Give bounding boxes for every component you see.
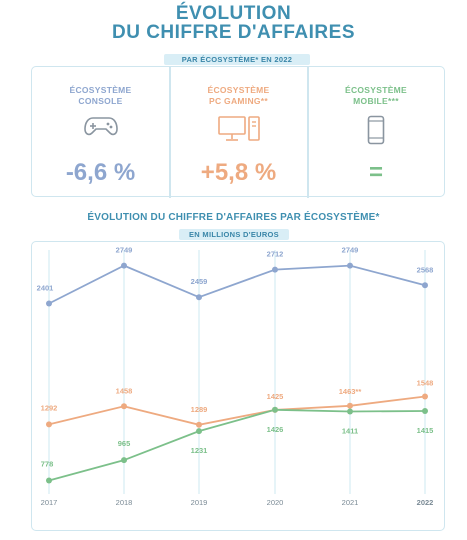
series-line-1 bbox=[48, 395, 426, 426]
data-label: 1292 bbox=[41, 403, 58, 412]
series-line-0 bbox=[48, 264, 426, 305]
kpi-console: ÉCOSYSTÈME CONSOLE -6,6 % bbox=[32, 67, 169, 198]
kpi-pc-value: +5,8 % bbox=[200, 159, 277, 186]
kpi-mobile-name: ÉCOSYSTÈME MOBILE*** bbox=[308, 85, 444, 107]
kpi-mobile-line2: MOBILE*** bbox=[353, 96, 399, 106]
data-label: 778 bbox=[41, 460, 54, 469]
data-label: 2749 bbox=[342, 246, 359, 255]
kpi-pc: ÉCOSYSTÈME PC GAMING** +5,8 % bbox=[170, 67, 307, 198]
data-point bbox=[347, 408, 353, 415]
data-point bbox=[422, 282, 428, 289]
data-point bbox=[347, 262, 353, 269]
gamepad-icon bbox=[83, 117, 118, 136]
kpi-pc-name: ÉCOSYSTÈME PC GAMING** bbox=[170, 85, 307, 107]
data-point bbox=[121, 403, 127, 410]
kpi-mobile-line1: ÉCOSYSTÈME bbox=[344, 85, 408, 95]
x-tick-label: 2019 bbox=[191, 498, 208, 507]
data-label: 1463** bbox=[339, 387, 362, 396]
kpi-separator bbox=[307, 67, 309, 198]
kpi-pc-line2: PC GAMING** bbox=[208, 96, 269, 106]
data-point bbox=[196, 421, 202, 428]
page-title-line2: DU CHIFFRE D'AFFAIRES bbox=[111, 22, 356, 43]
kpi-pill: PAR ÉCOSYSTÈME* EN 2022 bbox=[164, 54, 310, 65]
data-point bbox=[46, 300, 52, 307]
x-tick-label: 2018 bbox=[116, 498, 133, 507]
data-label: 2712 bbox=[267, 250, 284, 259]
data-point bbox=[347, 402, 353, 409]
data-label: 2459 bbox=[191, 277, 208, 286]
page-title-line1: ÉVOLUTION bbox=[175, 3, 292, 24]
data-point bbox=[121, 262, 127, 269]
kpi-mobile-value: = bbox=[368, 159, 383, 186]
data-point bbox=[196, 294, 202, 301]
data-point bbox=[422, 408, 428, 414]
series-line-2 bbox=[48, 408, 426, 482]
data-label: 1426 bbox=[267, 425, 284, 434]
x-tick-label: 2020 bbox=[267, 498, 284, 507]
data-point bbox=[422, 393, 428, 400]
data-point bbox=[46, 421, 52, 428]
data-label: 2749 bbox=[116, 246, 133, 255]
kpi-separator bbox=[169, 67, 171, 198]
data-point bbox=[121, 457, 127, 464]
data-label: 1425 bbox=[267, 392, 284, 401]
kpi-console-line2: CONSOLE bbox=[78, 96, 123, 106]
kpi-console-line1: ÉCOSYSTÈME bbox=[69, 85, 132, 95]
data-label: 1411 bbox=[342, 427, 358, 436]
data-label: 2401 bbox=[37, 284, 54, 293]
data-label: 1548 bbox=[417, 379, 434, 388]
data-label: 1289 bbox=[191, 405, 208, 414]
chart-subtitle: EN MILLIONS D'EUROS bbox=[179, 229, 289, 240]
kpi-console-name: ÉCOSYSTÈME CONSOLE bbox=[32, 85, 169, 107]
data-point bbox=[46, 477, 52, 484]
data-label: 1415 bbox=[417, 426, 434, 435]
data-point bbox=[196, 428, 202, 435]
chart-title: ÉVOLUTION DU CHIFFRE D'AFFAIRES PAR ÉCOS… bbox=[87, 212, 380, 223]
data-point bbox=[272, 406, 278, 413]
x-tick-label: 2022 bbox=[417, 498, 434, 507]
data-point bbox=[272, 266, 278, 273]
data-label: 1231 bbox=[191, 446, 208, 455]
desktop-pc-icon bbox=[217, 116, 260, 141]
kpi-mobile: ÉCOSYSTÈME MOBILE*** = bbox=[308, 67, 444, 198]
kpi-panel: ÉCOSYSTÈME CONSOLE -6,6 % ÉCOSYSTÈME PC … bbox=[31, 66, 445, 198]
chart-panel bbox=[31, 241, 445, 531]
data-label: 965 bbox=[118, 439, 131, 448]
smartphone-icon bbox=[367, 115, 385, 145]
data-label: 2568 bbox=[417, 265, 434, 274]
x-tick-label: 2017 bbox=[41, 498, 58, 507]
data-label: 1458 bbox=[116, 386, 133, 395]
x-tick-label: 2021 bbox=[342, 498, 359, 507]
kpi-pc-line1: ÉCOSYSTÈME bbox=[207, 85, 270, 95]
kpi-console-value: -6,6 % bbox=[65, 159, 136, 186]
